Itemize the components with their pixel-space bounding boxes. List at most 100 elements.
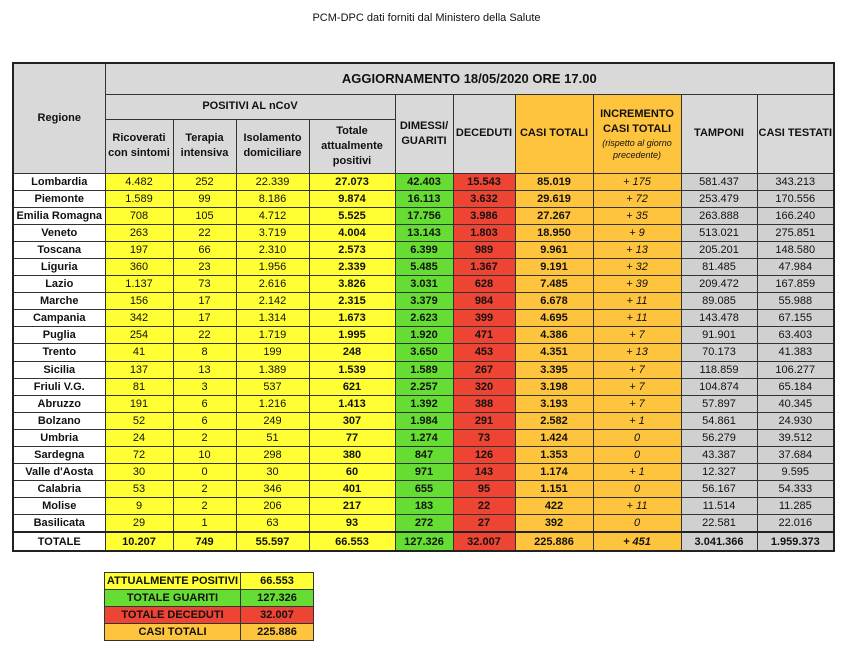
cell-isolamento: 22.339 — [235, 172, 310, 191]
cell-terapia: 17 — [172, 292, 237, 311]
cell-casi-totali: 3.198 — [514, 377, 594, 396]
cell-casi-totali: 18.950 — [514, 223, 594, 242]
cell-casi-totali: 9.961 — [514, 240, 594, 259]
table-row: Piemonte 1.589 99 8.186 9.874 16.113 3.632 29.6… — [12, 189, 835, 208]
cell-totale-positivi: 307 — [308, 411, 396, 430]
cell-dimessi: 971 — [394, 463, 454, 482]
header-update: AGGIORNAMENTO 18/05/2020 ORE 17.00 — [104, 62, 835, 95]
cell-isolamento: 8.186 — [235, 189, 310, 208]
table-row: Campania 342 17 1.314 1.673 2.623 399 4.695 + 11… — [12, 309, 835, 328]
cell-casi-testati: 40.345 — [756, 394, 835, 413]
cell-ricoverati: 156 — [104, 292, 174, 311]
cell-ricoverati: 360 — [104, 257, 174, 277]
cell-incremento: + 13 — [592, 240, 682, 259]
cell-isolamento: 2.142 — [235, 292, 310, 311]
cell-tamponi: 581.437 — [680, 172, 758, 191]
cell-tamponi: 11.514 — [680, 497, 758, 516]
cell-ricoverati: 41 — [104, 343, 174, 362]
cell-ricoverati: 72 — [104, 445, 174, 465]
header-positivi: POSITIVI AL nCoV — [104, 93, 396, 120]
cell-tamponi: 54.861 — [680, 411, 758, 430]
cell-regione: Lombardia — [12, 172, 106, 191]
cell-dimessi: 1.589 — [394, 360, 454, 379]
table-row: Marche 156 17 2.142 2.315 3.379 984 6.678 + 11 89… — [12, 292, 835, 311]
cell-totale-positivi: 5.525 — [308, 206, 396, 225]
cell-deceduti: 984 — [452, 292, 516, 311]
cell-deceduti: 1.803 — [452, 223, 516, 242]
cell-casi-testati: 65.184 — [756, 377, 835, 396]
cell-regione: Liguria — [12, 257, 106, 277]
cell-dimessi: 655 — [394, 480, 454, 499]
cell-casi-testati: 106.277 — [756, 360, 835, 379]
summary-label: TOTALE GUARITI — [104, 589, 241, 607]
cell-dimessi: 6.399 — [394, 240, 454, 259]
cell-dimessi: 1.274 — [394, 428, 454, 448]
cell-tamponi: 56.167 — [680, 480, 758, 499]
cell-deceduti: 388 — [452, 394, 516, 413]
cell-ricoverati: 342 — [104, 309, 174, 328]
cell-ricoverati: 52 — [104, 411, 174, 430]
cell-totale-positivi: 27.073 — [308, 172, 396, 191]
cell-terapia: 8 — [172, 343, 237, 362]
cell-dimessi: 3.031 — [394, 275, 454, 294]
cell-regione: Bolzano — [12, 411, 106, 430]
cell-terapia: 2 — [172, 428, 237, 448]
cell-incremento: + 35 — [592, 206, 682, 225]
cell-regione: Trento — [12, 343, 106, 362]
cell-casi-totali: 1.151 — [514, 480, 594, 499]
cell-tamponi: 89.085 — [680, 292, 758, 311]
cell-incremento: + 13 — [592, 343, 682, 362]
cell-casi-totali: 6.678 — [514, 292, 594, 311]
cell-deceduti: 73 — [452, 428, 516, 448]
cell-terapia: 2 — [172, 480, 237, 499]
cell-casi-testati: 67.155 — [756, 309, 835, 328]
cell-incremento: 0 — [592, 445, 682, 465]
cell-dimessi: 1.984 — [394, 411, 454, 430]
table-row: Molise 9 2 206 217 183 22 422 + 11 11.514 11.285 — [12, 497, 835, 516]
cell-casi-testati: 41.383 — [756, 343, 835, 362]
cell-casi-testati: 170.556 — [756, 189, 835, 208]
table-row: Trento 41 8 199 248 3.650 453 4.351 + 13 70.173 41… — [12, 343, 835, 362]
cell-incremento: 0 — [592, 480, 682, 499]
cell-ricoverati: 1.137 — [104, 275, 174, 294]
cell-incremento: + 72 — [592, 189, 682, 208]
cell-casi-totali: 29.619 — [514, 189, 594, 208]
table-row: Sardegna 72 10 298 380 847 126 1.353 0 43.387 37.6… — [12, 445, 835, 465]
cell-regione: Calabria — [12, 480, 106, 499]
table-row: Lazio 1.137 73 2.616 3.826 3.031 628 7.485 + 39 2… — [12, 275, 835, 294]
cell-casi-testati: 47.984 — [756, 257, 835, 277]
cell-regione: Valle d'Aosta — [12, 463, 106, 482]
header-tamponi: TAMPONI — [680, 93, 758, 174]
cell-incremento: + 7 — [592, 377, 682, 396]
cell-casi-testati: 275.851 — [756, 223, 835, 242]
cell-deceduti: 320 — [452, 377, 516, 396]
cell-casi-testati: 148.580 — [756, 240, 835, 259]
cell-regione: Veneto — [12, 223, 106, 242]
cell-casi-testati: 343.213 — [756, 172, 835, 191]
cell-isolamento: 4.712 — [235, 206, 310, 225]
cell-terapia: 22 — [172, 326, 237, 345]
header-isolamento: Isolamento domiciliare — [235, 118, 310, 174]
cell-deceduti: 291 — [452, 411, 516, 430]
summary-value: 127.326 — [240, 589, 314, 607]
cell-terapia: 99 — [172, 189, 237, 208]
cell-ricoverati: 10.207 — [104, 531, 174, 552]
cell-incremento: 0 — [592, 428, 682, 448]
cell-regione: Toscana — [12, 240, 106, 259]
cell-isolamento: 206 — [235, 497, 310, 516]
cell-terapia: 66 — [172, 240, 237, 259]
cell-regione: Umbria — [12, 428, 106, 448]
cell-isolamento: 1.956 — [235, 257, 310, 277]
cell-regione: Piemonte — [12, 189, 106, 208]
cell-terapia: 0 — [172, 463, 237, 482]
cell-casi-testati: 22.016 — [756, 514, 835, 533]
cell-dimessi: 272 — [394, 514, 454, 533]
cell-deceduti: 27 — [452, 514, 516, 533]
cell-deceduti: 267 — [452, 360, 516, 379]
header-regione: Regione — [12, 62, 106, 174]
cell-totale-positivi: 66.553 — [308, 531, 396, 552]
cell-terapia: 17 — [172, 309, 237, 328]
cell-incremento: + 1 — [592, 411, 682, 430]
cell-terapia: 3 — [172, 377, 237, 396]
cell-dimessi: 5.485 — [394, 257, 454, 277]
